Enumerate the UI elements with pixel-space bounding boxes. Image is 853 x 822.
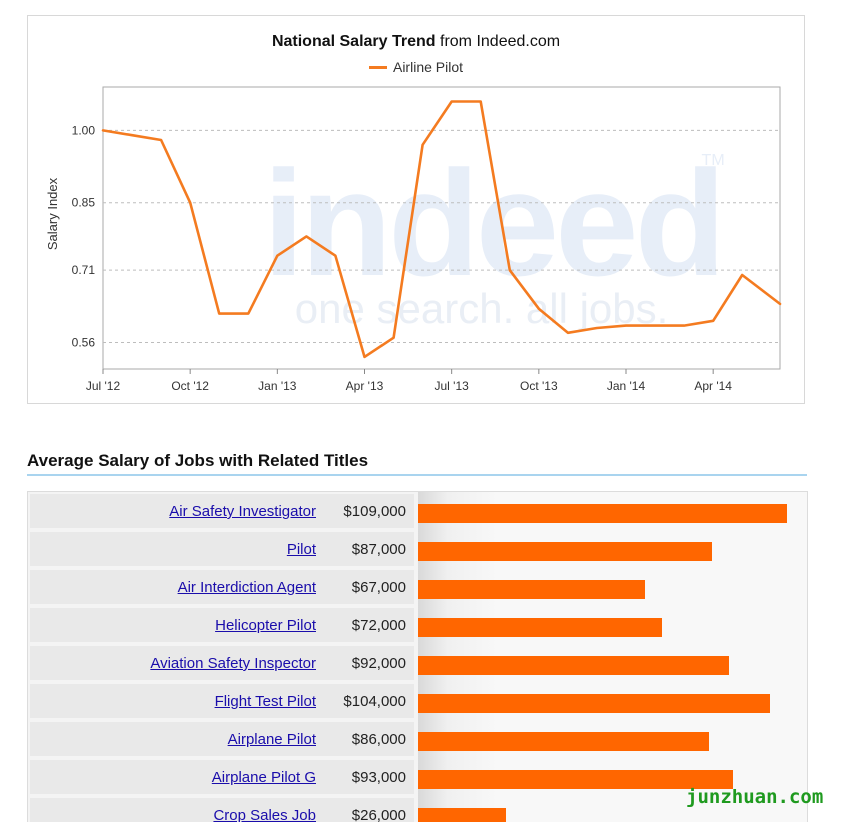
plot-frame [102, 86, 781, 370]
y-tick-label: 0.71 [72, 263, 96, 277]
job-title-link[interactable]: Helicopter Pilot [215, 617, 316, 634]
job-cell: Air Safety Investigator $109,000 [30, 494, 414, 528]
job-cell: Helicopter Pilot $72,000 [30, 608, 414, 642]
job-cell: Crop Sales Job $26,000 [30, 798, 414, 822]
job-cell: Airplane Pilot G $93,000 [30, 760, 414, 794]
salary-bar [418, 770, 733, 789]
job-title-link[interactable]: Air Interdiction Agent [177, 579, 316, 596]
job-title-link[interactable]: Crop Sales Job [213, 807, 316, 822]
x-tick-label: Oct '12 [171, 379, 209, 393]
x-tick-label: Oct '13 [520, 379, 558, 393]
job-title-link[interactable]: Pilot [286, 541, 316, 558]
site-watermark: junzhuan.com [686, 786, 824, 808]
salary-value: $72,000 [351, 617, 406, 634]
y-tick-label: 1.00 [72, 123, 96, 137]
job-cell: Aviation Safety Inspector $92,000 [30, 646, 414, 680]
bar-cell [418, 606, 807, 644]
job-title-link[interactable]: Airplane Pilot [227, 731, 316, 748]
x-tick-label: Apr '14 [694, 379, 732, 393]
y-tick-label: 0.85 [72, 196, 96, 210]
table-row: Air Interdiction Agent $67,000 [28, 568, 807, 606]
chart-legend: Airline Pilot [28, 59, 804, 75]
salary-table: Air Safety Investigator $109,000 Pilot $87,… [27, 491, 808, 822]
salary-value: $86,000 [351, 731, 406, 748]
x-tick-label: Apr '13 [346, 379, 384, 393]
salary-bar [418, 504, 787, 523]
series-line-airline-pilot [101, 100, 782, 359]
x-tick-label: Jul '13 [435, 379, 470, 393]
salary-bar [418, 808, 506, 822]
salary-bar [418, 542, 712, 561]
section-divider [27, 474, 807, 476]
bar-cell [418, 568, 807, 606]
table-row: Airplane Pilot $86,000 [28, 720, 807, 758]
bar-cell [418, 492, 807, 530]
table-row: Air Safety Investigator $109,000 [28, 492, 807, 530]
salary-value: $67,000 [351, 579, 406, 596]
bar-cell [418, 758, 807, 796]
y-axis-label: Salary Index [45, 177, 60, 250]
salary-value: $92,000 [351, 655, 406, 672]
salary-bar [418, 580, 645, 599]
table-row: Airplane Pilot G $93,000 [28, 758, 807, 796]
section-title: Average Salary of Jobs with Related Titl… [27, 451, 369, 470]
x-tick-label: Jul '12 [86, 379, 121, 393]
salary-value: $87,000 [351, 541, 406, 558]
salary-bar [418, 656, 729, 675]
salary-trend-chart: National Salary Trend from Indeed.com Ai… [27, 15, 805, 404]
bar-cell [418, 720, 807, 758]
job-title-link[interactable]: Airplane Pilot G [211, 769, 316, 786]
x-tick-label: Jan '14 [607, 379, 646, 393]
chart-title: National Salary Trend from Indeed.com [28, 33, 804, 51]
job-cell: Airplane Pilot $86,000 [30, 722, 414, 756]
legend-label: Airline Pilot [392, 59, 464, 75]
bar-cell [418, 682, 807, 720]
x-tick-label: Jan '13 [258, 379, 297, 393]
job-title-link[interactable]: Aviation Safety Inspector [150, 655, 316, 672]
indeed-watermark-logo: indeed [263, 139, 722, 307]
salary-bar [418, 618, 662, 637]
table-row: Pilot $87,000 [28, 530, 807, 568]
salary-bar [418, 694, 770, 713]
table-row: Flight Test Pilot $104,000 [28, 682, 807, 720]
y-tick-label: 0.56 [72, 335, 96, 349]
chart-title-rest: from Indeed.com [440, 33, 561, 50]
job-cell: Air Interdiction Agent $67,000 [30, 570, 414, 604]
salary-value: $109,000 [343, 503, 406, 520]
salary-bar [418, 732, 709, 751]
legend-swatch [368, 65, 387, 69]
table-row: Helicopter Pilot $72,000 [28, 606, 807, 644]
job-title-link[interactable]: Flight Test Pilot [214, 693, 316, 710]
job-title-link[interactable]: Air Safety Investigator [169, 503, 316, 520]
bar-cell [418, 530, 807, 568]
salary-value: $93,000 [351, 769, 406, 786]
job-cell: Flight Test Pilot $104,000 [30, 684, 414, 718]
job-cell: Pilot $87,000 [30, 532, 414, 566]
indeed-watermark-tm: TM [702, 152, 725, 169]
table-row: Aviation Safety Inspector $92,000 [28, 644, 807, 682]
salary-value: $104,000 [343, 693, 406, 710]
bar-cell [418, 644, 807, 682]
salary-value: $26,000 [351, 807, 406, 822]
chart-title-bold: National Salary Trend [271, 33, 436, 50]
indeed-watermark-slogan: one search. all jobs. [295, 285, 669, 332]
